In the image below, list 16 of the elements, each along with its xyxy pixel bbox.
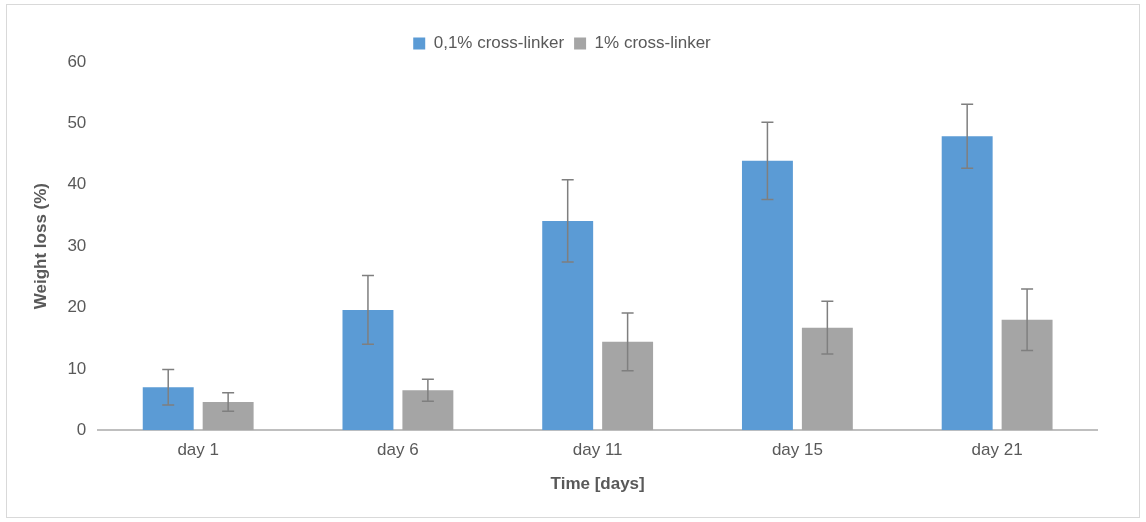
- x-axis-title: Time [days]: [550, 474, 645, 494]
- y-tick-label: 10: [67, 358, 87, 378]
- x-tick-label: day 21: [971, 440, 1023, 460]
- legend-label: 0,1% cross-linker: [433, 33, 565, 53]
- y-tick-label: 50: [67, 113, 87, 133]
- y-axis-title: Weight loss (%): [30, 182, 50, 310]
- y-tick-label: 30: [67, 235, 87, 255]
- x-tick-label: day 1: [177, 440, 219, 460]
- x-tick-label: day 6: [377, 440, 419, 460]
- x-tick-label: day 11: [572, 440, 623, 460]
- legend-label: 1% cross-linker: [594, 33, 712, 53]
- y-tick-label: 20: [67, 297, 87, 317]
- y-tick-label: 40: [67, 174, 87, 194]
- y-tick-label: 60: [67, 51, 87, 71]
- x-tick-label: day 15: [771, 440, 823, 460]
- y-tick-label: 0: [76, 419, 87, 439]
